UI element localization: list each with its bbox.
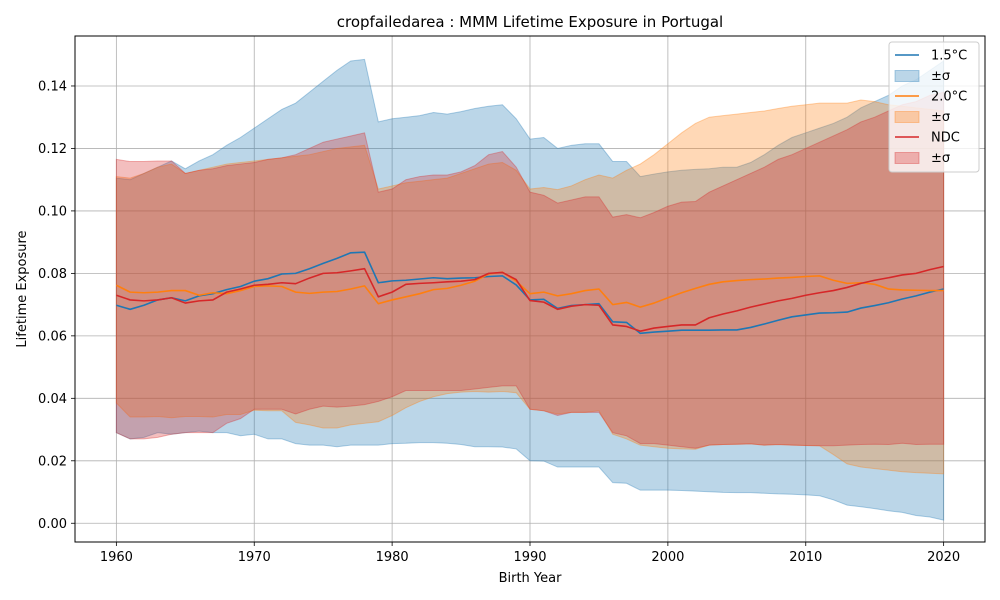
y-tick-label: 0.02 — [38, 454, 67, 469]
line-series-2 — [116, 271, 944, 308]
x-axis-label: Birth Year — [499, 571, 563, 586]
y-tick-label: 0.00 — [38, 517, 67, 532]
y-tick-label: 0.14 — [38, 79, 67, 94]
legend-band-swatch — [894, 152, 920, 164]
x-tick-label: 2020 — [927, 550, 960, 565]
legend: 1.5°C ±σ 2.0°C ±σ NDC ±σ — [888, 41, 980, 173]
chart-title: cropfailedarea : MMM Lifetime Exposure i… — [337, 13, 723, 31]
x-tick-label: 2000 — [651, 550, 684, 565]
x-tick-label: 1980 — [376, 550, 409, 565]
bands — [115, 58, 945, 521]
y-tick-label: 0.10 — [38, 204, 67, 219]
grid — [75, 36, 985, 542]
line-series-3 — [116, 265, 944, 332]
legend-box — [888, 41, 980, 173]
x-tick-label: 1960 — [100, 550, 133, 565]
x-tick-label: 1990 — [513, 550, 546, 565]
legend-band-swatch — [894, 70, 920, 82]
y-axis-label: Lifetime Exposure — [15, 230, 30, 347]
legend-band-swatch — [894, 111, 920, 123]
band-series-2 — [115, 99, 945, 475]
band-series-3 — [115, 91, 945, 449]
band-series-1 — [115, 58, 945, 521]
legend-band-label: ±σ — [931, 151, 950, 166]
legend-band-label: ±σ — [931, 69, 950, 84]
lines — [116, 251, 944, 335]
x-tick-label: 1970 — [238, 550, 271, 565]
x-tick-label: 2010 — [789, 550, 822, 565]
y-tick-label: 0.04 — [38, 392, 67, 407]
y-axis: 0.00 0.02 0.04 0.06 0.08 0.10 0.12 0.14 — [38, 79, 75, 532]
legend-band-label: ±σ — [931, 110, 950, 125]
y-tick-label: 0.08 — [38, 267, 67, 282]
legend-label: 2.0°C — [931, 90, 967, 105]
legend-label: 1.5°C — [931, 49, 967, 64]
y-tick-label: 0.12 — [38, 142, 67, 157]
y-tick-label: 0.06 — [38, 329, 67, 344]
x-axis: 1960 1970 1980 1990 2000 2010 2020 — [100, 542, 960, 565]
legend-label: NDC — [931, 131, 960, 146]
